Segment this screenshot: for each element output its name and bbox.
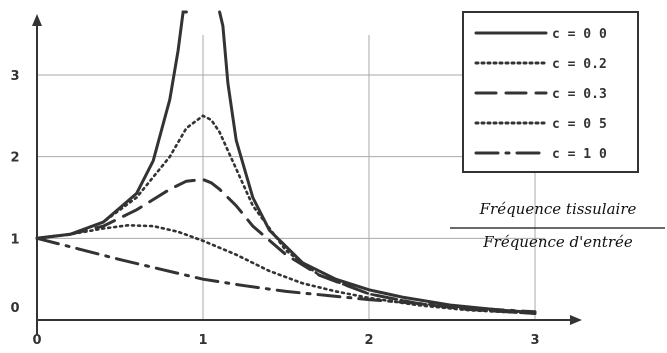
y-label-numerator: Fréquence tissulaire: [479, 200, 637, 218]
tick-labels: 0 1 2 3 0 1 2 3: [10, 69, 539, 348]
legend-label-4: c = 1 0: [552, 147, 607, 162]
x-axis-arrow: [570, 315, 582, 325]
series-line-3: [35, 177, 537, 315]
series-lines: [35, 10, 537, 315]
x-tick-label-1: 1: [198, 333, 207, 348]
x-tick-label-3: 3: [530, 333, 539, 348]
y-label-denominator: Fréquence d'entrée: [482, 233, 633, 251]
y-tick-label-3: 3: [10, 69, 19, 84]
y-label: Fréquence tissulaire Fréquence d'entrée: [450, 200, 665, 251]
y-tick-label-1: 1: [10, 232, 19, 247]
legend-label-1: c = 0.2: [552, 57, 607, 72]
legend-label-0: c = 0 0: [552, 27, 607, 42]
series-line-0: [35, 10, 188, 240]
x-tick-label-0: 0: [32, 333, 41, 348]
x-tick-label-2: 2: [364, 333, 373, 348]
legend: c = 0 0 c = 0.2 c = 0.3 c = 0 5 c = 1 0: [462, 11, 639, 173]
legend-label-2: c = 0.3: [552, 87, 607, 102]
y-tick-label-2: 2: [10, 151, 19, 166]
series-line-2: [35, 114, 537, 315]
grid-lines: [37, 35, 545, 320]
series-line-5: [35, 236, 537, 314]
axes: [32, 14, 582, 335]
y-axis-arrow: [32, 14, 42, 26]
legend-label-3: c = 0 5: [552, 117, 607, 132]
y-tick-label-0: 0: [10, 301, 19, 316]
